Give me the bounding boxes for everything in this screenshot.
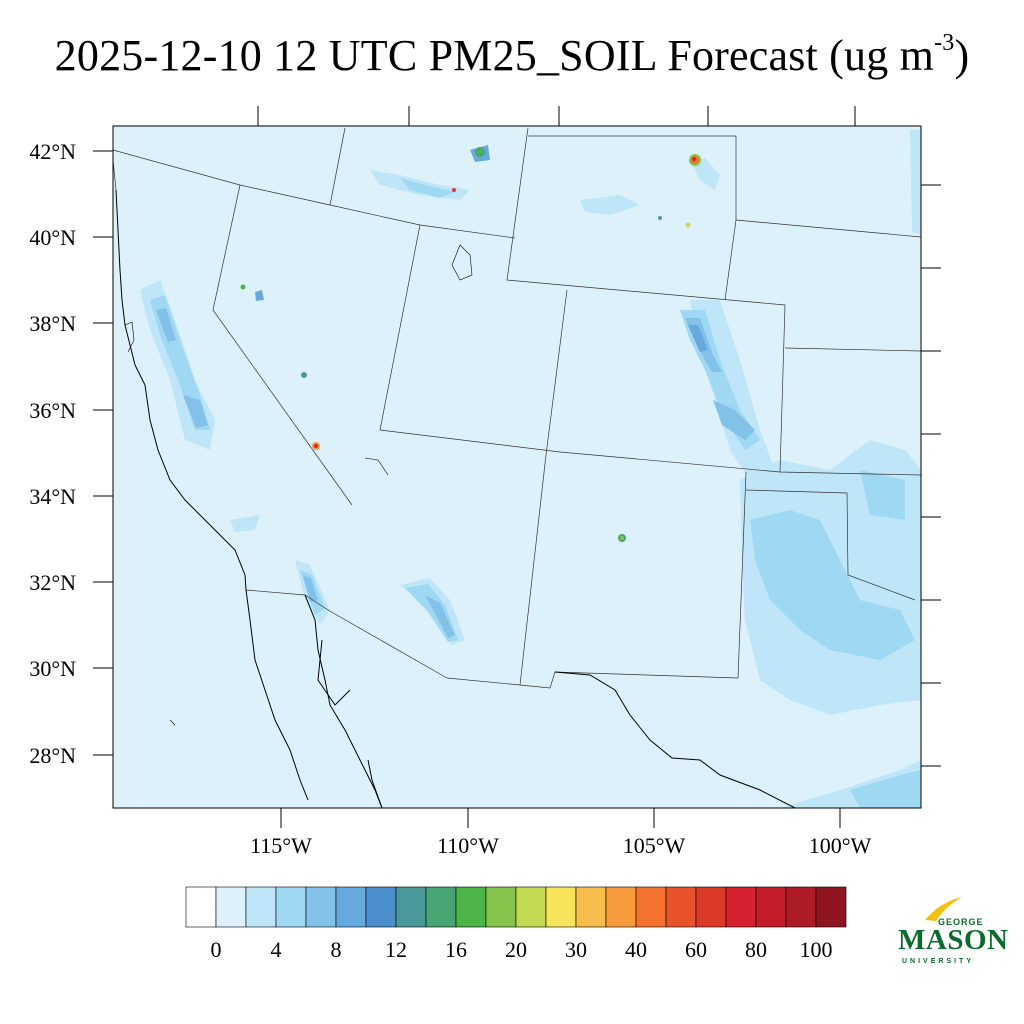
colorbar-swatch [635,886,667,928]
colorbar-swatch [215,886,247,928]
lat-label: 40°N [29,225,76,250]
colorbar-swatch [755,886,787,928]
lat-label: 42°N [29,139,76,164]
logo-swoosh [925,897,962,921]
colorbar-swatch [425,886,457,928]
colorbar-swatch [575,886,607,928]
colorbar-swatch [395,886,427,928]
colorbar-tick-label: 12 [385,937,407,962]
lon-label: 115°W [250,833,312,858]
colorbar-swatch [365,886,397,928]
colorbar-swatch [485,886,517,928]
colorbar-labels: 0 4 8 12 16 20 30 40 60 80 100 [211,937,833,962]
map-title: 2025-12-10 12 UTC PM25_SOIL Forecast (ug… [54,30,970,80]
colorbar-swatch [455,886,487,928]
colorbar-tick-label: 80 [745,937,767,962]
colorbar-swatch [695,886,727,928]
lat-label: 34°N [29,484,76,509]
colorbar-tick-label: 100 [800,937,833,962]
colorbar-swatch [305,886,337,928]
lon-label: 105°W [623,833,686,858]
colorbar [185,886,847,928]
lat-label: 36°N [29,398,76,423]
colorbar-swatch [335,886,367,928]
colorbar-swatch [545,886,577,928]
colorbar-swatch [665,886,697,928]
lon-label: 110°W [437,833,499,858]
lat-label: 38°N [29,311,76,336]
colorbar-tick-label: 16 [445,937,467,962]
colorbar-swatch [245,886,277,928]
colorbar-tick-label: 30 [565,937,587,962]
colorbar-tick-label: 20 [505,937,527,962]
gmu-logo: GEORGE MASON UNIVERSITY [898,917,1009,965]
lat-label: 28°N [29,743,76,768]
lon-label: 100°W [809,833,872,858]
colorbar-swatch [185,886,217,928]
colorbar-tick-label: 4 [271,937,282,962]
lat-label: 30°N [29,656,76,681]
lat-label: 32°N [29,570,76,595]
concentration-field [113,127,921,808]
colorbar-tick-label: 0 [211,937,222,962]
colorbar-tick-label: 8 [331,937,342,962]
axis-ticks [93,106,941,828]
colorbar-swatch [725,886,757,928]
colorbar-swatch [785,886,817,928]
colorbar-swatch [275,886,307,928]
colorbar-swatch [515,886,547,928]
map-frame [112,125,922,809]
colorbar-tick-label: 60 [685,937,707,962]
colorbar-swatch [605,886,637,928]
colorbar-tick-label: 40 [625,937,647,962]
colorbar-swatch [815,886,847,928]
